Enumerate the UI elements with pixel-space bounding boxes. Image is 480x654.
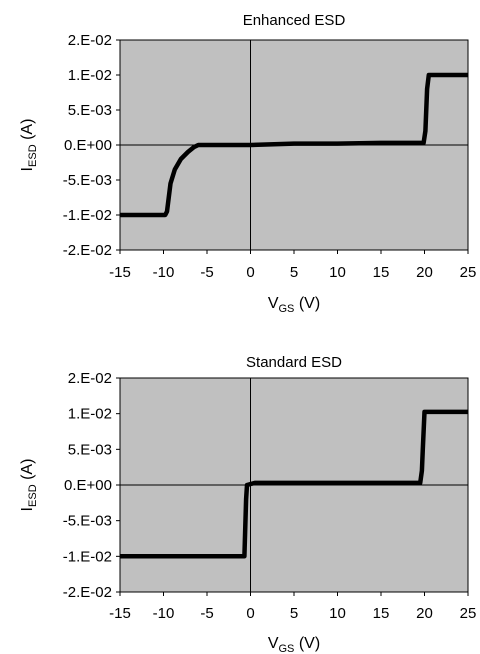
x-tick-label: -5: [200, 605, 213, 622]
y-tick-label: -2.E-02: [63, 242, 112, 259]
y-tick-label: 1.E-02: [68, 406, 112, 423]
chart-panel-0: Enhanced ESD 2.E-02 1.E-02 5.E-03 0.E+00 -5.E…: [19, 12, 476, 315]
y-tick-label: 1.E-02: [68, 67, 112, 84]
x-tick-label: 15: [373, 264, 390, 281]
x-tick-label: 5: [290, 605, 298, 622]
y-tick-label: 0.E+00: [64, 137, 112, 154]
x-tick-label: -10: [153, 605, 175, 622]
chart-panel-1: Standard ESD 2.E-02 1.E-02 5.E-03 0.E+00 -5.E…: [19, 354, 476, 654]
y-tick-label: 5.E-03: [68, 102, 112, 119]
y-tick-label: -1.E-02: [63, 207, 112, 224]
y-tick-label: -5.E-03: [63, 172, 112, 189]
x-tick-label: 0: [246, 264, 254, 281]
x-tick-label: -5: [200, 264, 213, 281]
y-tick-label: 2.E-02: [68, 32, 112, 49]
series-line: [120, 409, 468, 559]
chart-title: Standard ESD: [246, 354, 342, 371]
x-tick-label: 20: [416, 264, 433, 281]
x-tick-label: 10: [329, 264, 346, 281]
x-tick-label: 20: [416, 605, 433, 622]
x-tick-label: -15: [109, 605, 131, 622]
x-tick-label: 10: [329, 605, 346, 622]
y-tick-label: 2.E-02: [68, 370, 112, 387]
y-tick-label: 0.E+00: [64, 477, 112, 494]
y-tick-label: -2.E-02: [63, 584, 112, 601]
x-tick-label: 25: [460, 264, 477, 281]
y-axis-label: IESD (A): [19, 119, 39, 172]
y-tick-label: -1.E-02: [63, 548, 112, 565]
x-axis-label: VGS (V): [268, 295, 320, 315]
chart-title: Enhanced ESD: [243, 12, 346, 29]
x-tick-label: -15: [109, 264, 131, 281]
x-tick-label: -10: [153, 264, 175, 281]
x-tick-label: 5: [290, 264, 298, 281]
y-tick-label: -5.E-03: [63, 513, 112, 530]
x-tick-label: 15: [373, 605, 390, 622]
x-axis-label: VGS (V): [268, 635, 320, 654]
x-tick-label: 0: [246, 605, 254, 622]
y-tick-label: 5.E-03: [68, 441, 112, 458]
y-axis-label: IESD (A): [19, 459, 39, 512]
x-tick-label: 25: [460, 605, 477, 622]
series-line: [120, 72, 468, 218]
